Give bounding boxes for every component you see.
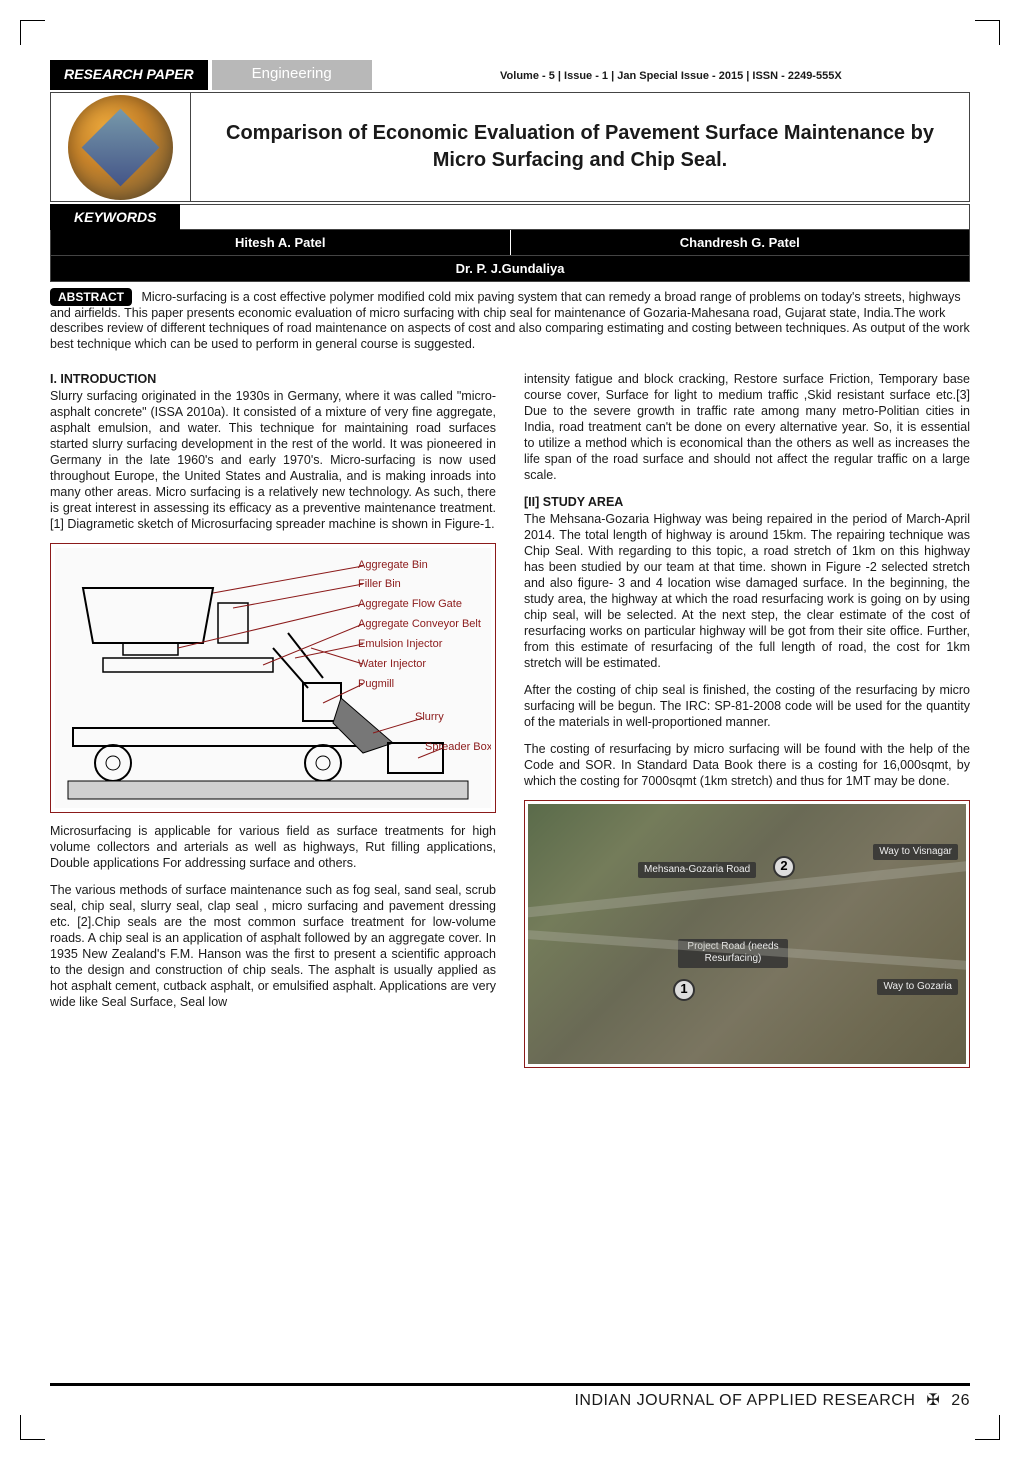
intro-paragraph: Slurry surfacing originated in the 1930s… — [50, 388, 496, 532]
title-row: Comparison of Economic Evaluation of Pav… — [50, 92, 970, 202]
fig1-label: Pugmill — [358, 677, 394, 691]
crop-mark — [20, 1439, 45, 1440]
paragraph-methods: The various methods of surface maintenan… — [50, 882, 496, 1010]
crop-mark — [20, 20, 21, 45]
figure-2: Mehsana-Gozaria Road 2 Way to Visnagar P… — [524, 800, 970, 1068]
map-label-visnagar: Way to Visnagar — [873, 844, 958, 861]
crop-mark — [999, 20, 1000, 45]
crop-mark — [999, 1415, 1000, 1440]
category-badge: Engineering — [212, 60, 372, 90]
body-columns: I. INTRODUCTION Slurry surfacing origina… — [50, 371, 970, 1068]
fig1-label: Slurry — [415, 710, 444, 724]
figure-1: Aggregate Bin Filler Bin Aggregate Flow … — [50, 543, 496, 813]
issue-info: Volume - 5 | Issue - 1 | Jan Special Iss… — [372, 60, 970, 90]
fig1-label: Water Injector — [358, 657, 426, 671]
map-label-road: Mehsana-Gozaria Road — [638, 862, 756, 879]
abstract-text: Micro-surfacing is a cost effective poly… — [50, 290, 970, 351]
fig1-label: Aggregate Flow Gate — [358, 597, 462, 611]
fig1-label: Aggregate Bin — [358, 558, 428, 572]
keywords-badge: KEYWORDS — [50, 204, 180, 230]
map-marker-2: 2 — [773, 856, 795, 878]
crop-mark — [975, 20, 1000, 21]
fig1-label: Emulsion Injector — [358, 637, 442, 651]
section-heading-intro: I. INTRODUCTION — [50, 371, 496, 387]
study-paragraph-2: After the costing of chip seal is finish… — [524, 682, 970, 730]
author-name: Chandresh G. Patel — [510, 230, 970, 255]
crop-mark — [975, 1439, 1000, 1440]
keywords-row: KEYWORDS — [50, 204, 970, 230]
footer-glyph-icon: ✠ — [926, 1390, 940, 1410]
fig1-label: Filler Bin — [358, 577, 401, 591]
right-column: intensity fatigue and block cracking, Re… — [524, 371, 970, 1068]
journal-name: INDIAN JOURNAL OF APPLIED RESEARCH — [574, 1392, 915, 1409]
map-label-gozaria: Way to Gozaria — [877, 979, 958, 996]
paragraph-continuation: intensity fatigue and block cracking, Re… — [524, 371, 970, 483]
crop-mark — [20, 20, 45, 21]
fig1-label: Aggregate Conveyor Belt — [358, 617, 481, 631]
authors-block: Hitesh A. Patel Chandresh G. Patel Dr. P… — [50, 230, 970, 282]
abstract-block: ABSTRACT Micro-surfacing is a cost effec… — [50, 290, 970, 353]
crop-mark — [20, 1415, 21, 1440]
section-heading-study: [II] STUDY AREA — [524, 494, 970, 510]
map-marker-1: 1 — [673, 979, 695, 1001]
fig1-label: Spreader Box — [425, 740, 491, 754]
map-label-project: Project Road (needs Resurfacing) — [678, 939, 788, 969]
author-name: Hitesh A. Patel — [51, 230, 510, 255]
paragraph-after-figure: Microsurfacing is applicable for various… — [50, 823, 496, 871]
satellite-map: Mehsana-Gozaria Road 2 Way to Visnagar P… — [528, 804, 966, 1064]
study-paragraph-1: The Mehsana-Gozaria Highway was being re… — [524, 511, 970, 671]
header-row: RESEARCH PAPER Engineering Volume - 5 | … — [50, 60, 970, 90]
page-footer: INDIAN JOURNAL OF APPLIED RESEARCH ✠ 26 — [50, 1383, 970, 1410]
spreader-diagram — [55, 548, 491, 808]
author-name: Dr. P. J.Gundaliya — [51, 256, 969, 281]
research-paper-badge: RESEARCH PAPER — [50, 60, 208, 90]
study-paragraph-3: The costing of resurfacing by micro surf… — [524, 741, 970, 789]
paper-title: Comparison of Economic Evaluation of Pav… — [211, 120, 949, 174]
journal-logo — [51, 93, 191, 201]
abstract-badge: ABSTRACT — [50, 288, 132, 306]
left-column: I. INTRODUCTION Slurry surfacing origina… — [50, 371, 496, 1068]
page-number: 26 — [951, 1392, 970, 1409]
